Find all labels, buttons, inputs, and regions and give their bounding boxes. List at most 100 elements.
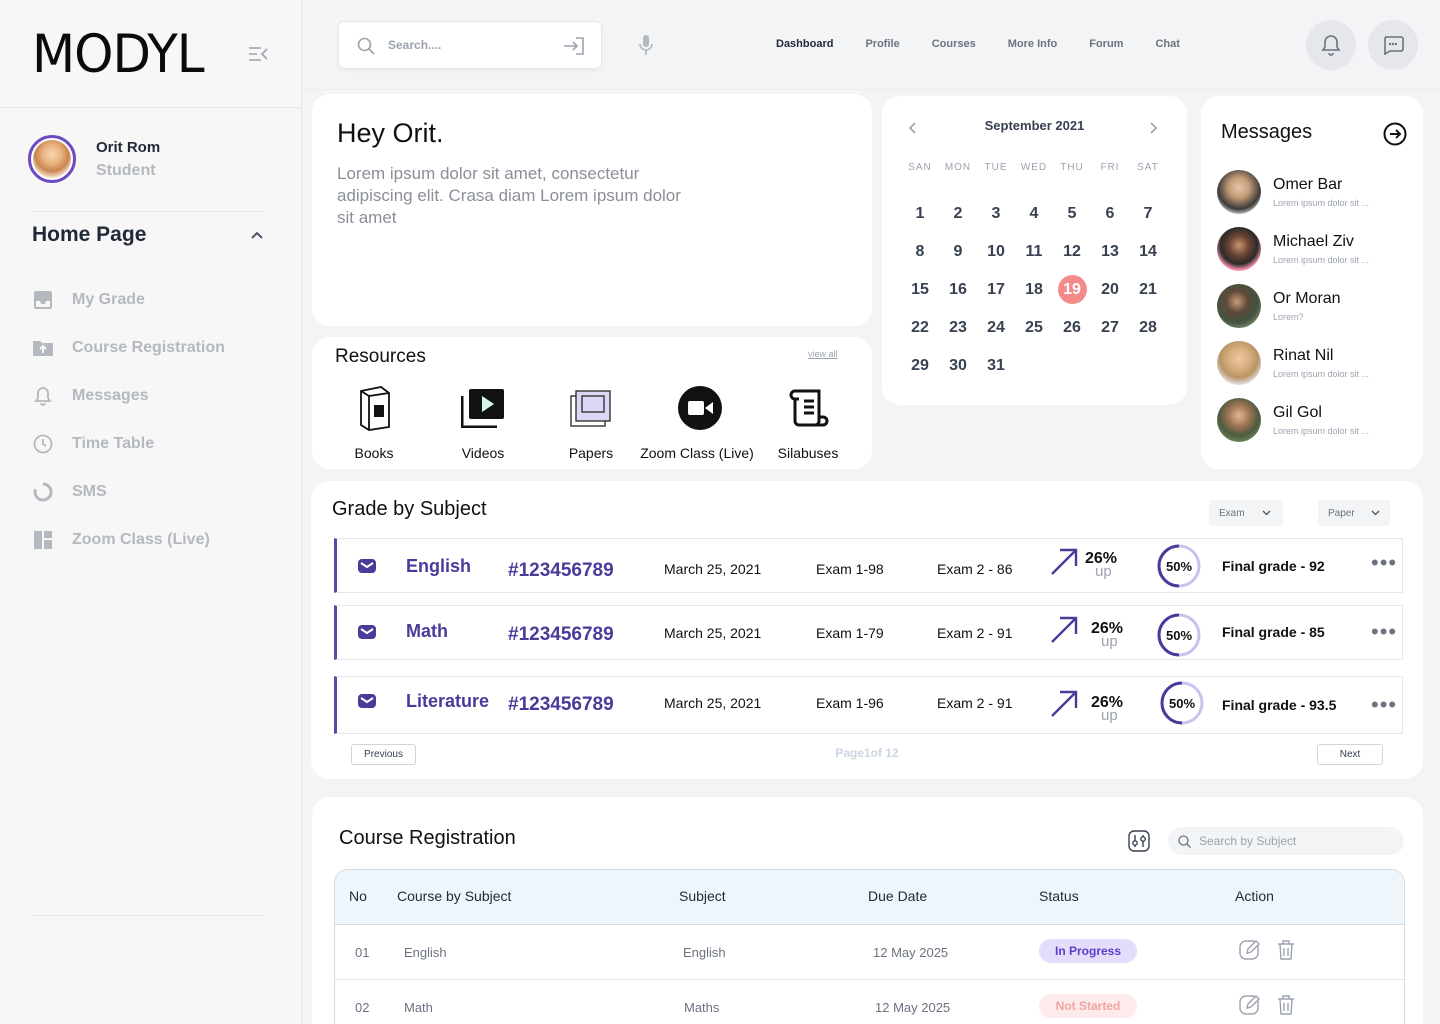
chevron-right-icon[interactable] [1150, 122, 1158, 134]
calendar-day[interactable]: 22 [911, 319, 929, 336]
message-item[interactable]: Gil Gol Lorem ipsum dolor sit ... [1217, 398, 1369, 442]
calendar-day[interactable]: 8 [915, 243, 925, 260]
paper-filter-dropdown[interactable]: Paper [1318, 500, 1390, 526]
calendar-day[interactable]: 15 [911, 281, 929, 298]
grade-row[interactable]: Literature #123456789 March 25, 2021 Exa… [334, 676, 1403, 734]
calendar-day[interactable]: 7 [1143, 205, 1153, 222]
sidebar-item-course-registration[interactable]: Course Registration [32, 324, 225, 372]
resource-label: Books [354, 445, 394, 461]
grade-row[interactable]: Math #123456789 March 25, 2021 Exam 1-79… [334, 605, 1403, 660]
calendar-day[interactable]: 11 [1025, 243, 1043, 260]
nav-chat[interactable]: Chat [1155, 38, 1180, 50]
mail-icon [358, 559, 376, 573]
grade-row[interactable]: English #123456789 March 25, 2021 Exam 1… [334, 538, 1403, 593]
grades-title: Grade by Subject [332, 498, 487, 520]
table-row[interactable]: 02 Math Maths 12 May 2025 Not Started [335, 980, 1404, 1024]
more-options-icon[interactable]: ••• [1371, 619, 1398, 644]
resource-videos[interactable] [442, 376, 524, 440]
book-icon [360, 386, 390, 431]
arrow-right-circle-icon[interactable] [1383, 122, 1407, 146]
calendar-weekday: FRI [1100, 162, 1120, 173]
calendar-day[interactable]: 21 [1139, 281, 1157, 298]
calendar-day[interactable]: 4 [1029, 205, 1039, 222]
calendar-day[interactable]: 30 [949, 357, 967, 374]
calendar-day[interactable]: 26 [1063, 319, 1081, 336]
calendar-day[interactable]: 31 [987, 357, 1005, 374]
calendar-day[interactable]: 3 [991, 205, 1001, 222]
calendar-day[interactable]: 29 [911, 357, 929, 374]
edit-icon[interactable] [1239, 994, 1261, 1016]
progress-ring: 50% [1157, 544, 1201, 588]
grade-date: March 25, 2021 [664, 561, 762, 577]
message-item[interactable]: Rinat Nil Lorem ipsum dolor sit ... [1217, 341, 1369, 385]
edit-icon[interactable] [1239, 939, 1261, 961]
message-item[interactable]: Michael Ziv Lorem ipsum dolor sit ... [1217, 227, 1369, 271]
sidebar-item-sms[interactable]: SMS [32, 468, 225, 516]
home-page-section[interactable]: Home Page [32, 223, 264, 247]
calendar-day[interactable]: 16 [949, 281, 967, 298]
calendar-day[interactable]: 5 [1067, 205, 1077, 222]
next-button[interactable]: Next [1317, 744, 1383, 765]
more-options-icon[interactable]: ••• [1371, 692, 1398, 717]
sidebar-item-time-table[interactable]: Time Table [32, 420, 225, 468]
greeting-card: Hey Orit. Lorem ipsum dolor sit amet, co… [312, 94, 872, 326]
calendar-day[interactable]: 9 [953, 243, 963, 260]
top-bar: Search.... Dashboard Profile Courses Mor… [302, 0, 1440, 90]
calendar-day[interactable]: 2 [953, 205, 963, 222]
notifications-button[interactable] [1306, 20, 1356, 70]
resources-title: Resources [335, 346, 426, 367]
trend-up-icon [1051, 548, 1078, 575]
previous-button[interactable]: Previous [351, 744, 416, 765]
nav-dashboard[interactable]: Dashboard [776, 38, 834, 50]
nav-forum[interactable]: Forum [1089, 38, 1124, 50]
calendar-day[interactable]: 12 [1063, 243, 1081, 260]
login-icon[interactable] [563, 36, 585, 56]
calendar-day[interactable]: 23 [949, 319, 967, 336]
trash-icon[interactable] [1275, 939, 1297, 961]
resource-zoom-class[interactable] [659, 376, 741, 440]
exam-filter-dropdown[interactable]: Exam [1209, 500, 1283, 526]
collapse-menu-icon[interactable] [248, 46, 268, 62]
calendar-day[interactable]: 6 [1105, 205, 1115, 222]
nav-more-info[interactable]: More Info [1007, 38, 1058, 50]
nav-courses[interactable]: Courses [931, 38, 976, 50]
resource-books[interactable] [334, 376, 416, 440]
search-input[interactable]: Search.... [338, 21, 602, 69]
message-item[interactable]: Or Moran Lorem? [1217, 284, 1341, 328]
resource-silabuses[interactable] [768, 376, 850, 440]
view-all-link[interactable]: view all [808, 349, 838, 359]
user-profile[interactable]: Orit Rom Student [28, 135, 160, 183]
sidebar-item-zoom-class[interactable]: Zoom Class (Live) [32, 516, 225, 564]
calendar-day[interactable]: 24 [987, 319, 1005, 336]
divider [32, 915, 264, 916]
calendar-day[interactable]: 20 [1101, 281, 1119, 298]
calendar-card: September 2021 SAN MON TUE WED THU FRI SAT 1 2 3 4… [882, 96, 1187, 405]
calendar-day[interactable]: 10 [987, 243, 1005, 260]
nav-profile[interactable]: Profile [865, 38, 900, 50]
table-row[interactable]: 01 English English 12 May 2025 In Progre… [335, 925, 1404, 980]
greeting-text: Lorem ipsum dolor sit amet, consectetur … [337, 164, 681, 227]
calendar-day[interactable]: 18 [1025, 281, 1043, 298]
calendar-day[interactable]: 25 [1025, 319, 1043, 336]
microphone-icon[interactable] [639, 34, 653, 56]
chat-button[interactable] [1368, 20, 1418, 70]
sidebar-item-messages[interactable]: Messages [32, 372, 225, 420]
message-item[interactable]: Omer Bar Lorem ipsum dolor sit ... [1217, 170, 1369, 214]
calendar-day-selected[interactable]: 19 [1053, 275, 1091, 305]
calendar-day[interactable]: 17 [987, 281, 1005, 298]
calendar-day[interactable]: 28 [1139, 319, 1157, 336]
app-logo[interactable]: MODYL [32, 23, 205, 85]
chevron-left-icon[interactable] [908, 122, 916, 134]
sidebar-item-my-grade[interactable]: My Grade [32, 276, 225, 324]
calendar-day[interactable]: 1 [915, 205, 925, 222]
calendar-day[interactable]: 27 [1101, 319, 1119, 336]
resource-papers[interactable] [550, 376, 632, 440]
filter-settings-icon[interactable] [1128, 830, 1150, 852]
more-options-icon[interactable]: ••• [1371, 550, 1398, 575]
calendar-day[interactable]: 13 [1101, 243, 1119, 260]
divider [32, 211, 264, 212]
subject-search-input[interactable]: Search by Subject [1168, 827, 1404, 855]
avatar [1217, 284, 1261, 328]
calendar-day[interactable]: 14 [1139, 243, 1157, 260]
trash-icon[interactable] [1275, 994, 1297, 1016]
